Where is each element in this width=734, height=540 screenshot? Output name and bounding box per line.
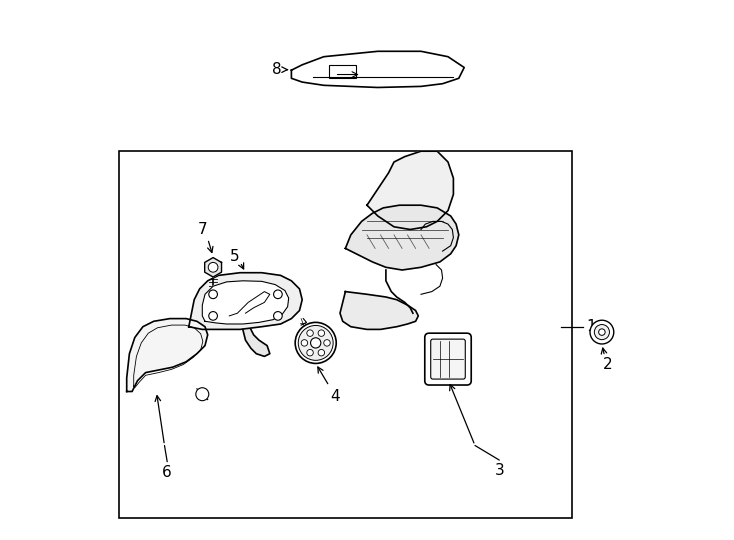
- Circle shape: [301, 340, 308, 346]
- Polygon shape: [367, 151, 454, 230]
- Polygon shape: [346, 205, 459, 270]
- Polygon shape: [127, 319, 208, 392]
- Text: 8: 8: [272, 62, 282, 77]
- Circle shape: [196, 388, 208, 401]
- Polygon shape: [243, 329, 270, 356]
- FancyBboxPatch shape: [431, 339, 465, 379]
- Circle shape: [599, 329, 605, 335]
- Circle shape: [310, 338, 321, 348]
- Text: 5: 5: [230, 249, 239, 264]
- Circle shape: [307, 349, 313, 356]
- Bar: [119, 151, 573, 518]
- Polygon shape: [203, 281, 288, 324]
- Circle shape: [324, 340, 330, 346]
- Text: 4: 4: [330, 389, 339, 404]
- Polygon shape: [205, 258, 222, 277]
- Circle shape: [318, 330, 324, 336]
- FancyBboxPatch shape: [425, 333, 471, 385]
- Text: 2: 2: [603, 357, 612, 372]
- Circle shape: [298, 326, 333, 360]
- Text: 7: 7: [197, 222, 207, 237]
- Polygon shape: [340, 292, 418, 329]
- Circle shape: [590, 320, 614, 344]
- Bar: [330, 65, 356, 78]
- Circle shape: [274, 312, 282, 320]
- Text: 1: 1: [586, 319, 596, 334]
- Circle shape: [274, 290, 282, 299]
- Circle shape: [318, 349, 324, 356]
- Circle shape: [208, 262, 218, 272]
- Circle shape: [295, 322, 336, 363]
- Circle shape: [595, 325, 609, 340]
- Polygon shape: [189, 273, 302, 329]
- Text: 3: 3: [495, 463, 504, 478]
- Circle shape: [208, 312, 217, 320]
- Circle shape: [208, 290, 217, 299]
- Circle shape: [307, 330, 313, 336]
- Text: 6: 6: [162, 465, 172, 480]
